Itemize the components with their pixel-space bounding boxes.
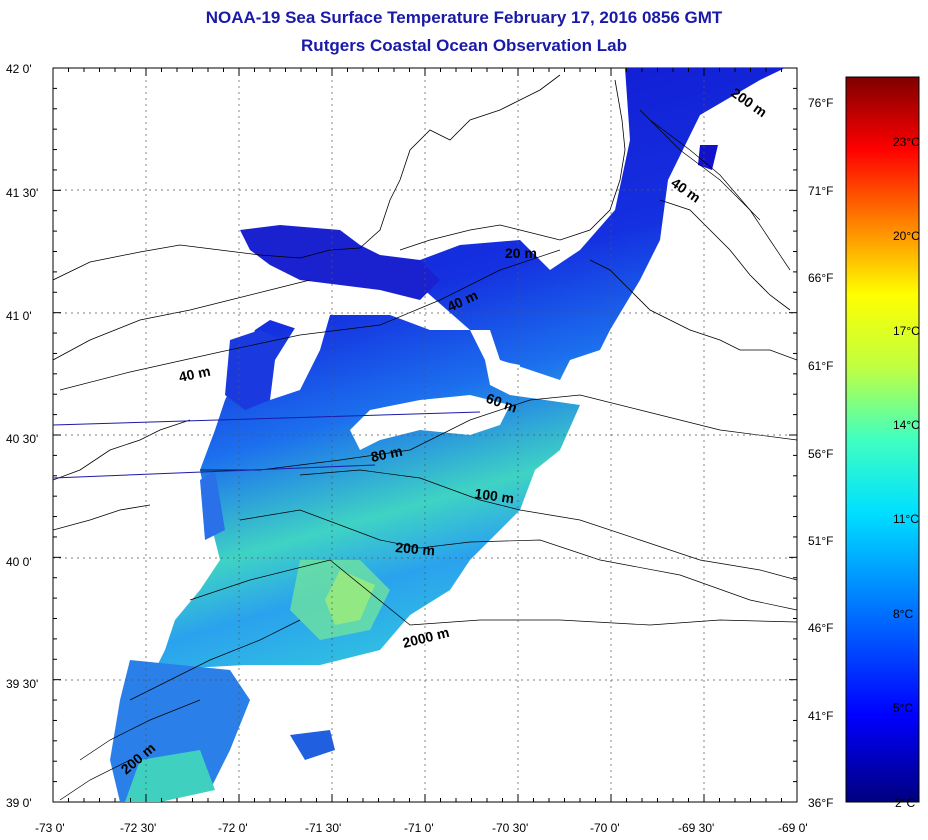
fahrenheit-axis: 76°F 71°F 66°F 61°F 56°F 51°F 46°F 41°F … [808, 96, 833, 810]
lat-label-41-30: 41 30' [6, 186, 38, 200]
lat-label-41: 41 0' [6, 309, 32, 323]
c-label-23: 23°C [893, 135, 920, 149]
f-label-61: 61°F [808, 359, 833, 373]
lat-label-40: 40 0' [6, 555, 32, 569]
frame-ticks [52, 67, 798, 803]
f-label-71: 71°F [808, 184, 833, 198]
depth-label-100m: 100 m [474, 485, 516, 506]
lon-label-72: -72 0' [218, 821, 248, 835]
c-label-17: 17°C [893, 324, 920, 338]
latitude-axis: 42 0' 41 30' 41 0' 40 30' 40 0' 39 30' 3… [6, 62, 38, 810]
depth-label-20m: 20 m [505, 245, 537, 261]
lon-label-73: -73 0' [35, 821, 65, 835]
lat-label-40-30: 40 30' [6, 432, 38, 446]
longitude-axis: -73 0' -72 30' -72 0' -71 30' -71 0' -70… [35, 821, 808, 835]
c-label-8: 8°C [893, 607, 913, 621]
c-label-11: 11°C [893, 512, 919, 526]
f-label-41: 41°F [808, 709, 833, 723]
depth-label-80m: 80 m [369, 443, 404, 465]
celsius-axis: 23°C 20°C 17°C 14°C 11°C 8°C 5°C 2°C [893, 135, 920, 810]
lon-label-69-30: -69 30' [678, 821, 714, 835]
coastline [53, 74, 797, 531]
lon-label-71: -71 0' [404, 821, 434, 835]
c-label-2: 2°C [895, 796, 915, 810]
grid-lines [53, 68, 797, 802]
f-label-36: 36°F [808, 796, 833, 810]
depth-label-40m-west: 40 m [177, 363, 212, 385]
isobaths [59, 109, 797, 801]
survey-lines [53, 411, 481, 479]
c-label-14: 14°C [893, 418, 920, 432]
sst-swath [110, 68, 785, 802]
c-label-20: 20°C [893, 229, 920, 243]
c-label-5: 5°C [893, 701, 913, 715]
lat-label-39-30: 39 30' [6, 677, 38, 691]
f-label-56: 56°F [808, 447, 833, 461]
lon-label-72-30: -72 30' [120, 821, 156, 835]
lat-label-39: 39 0' [6, 796, 32, 810]
f-label-51: 51°F [808, 534, 833, 548]
lon-label-69: -69 0' [778, 821, 808, 835]
map-title: NOAA-19 Sea Surface Temperature February… [205, 8, 723, 27]
f-label-46: 46°F [808, 621, 833, 635]
lon-label-71-30: -71 30' [305, 821, 341, 835]
map-subtitle: Rutgers Coastal Ocean Observation Lab [301, 36, 627, 55]
f-label-66: 66°F [808, 271, 833, 285]
temperature-colorbar [845, 76, 920, 803]
lon-label-70-30: -70 30' [492, 821, 528, 835]
f-label-76: 76°F [808, 96, 833, 110]
lat-label-42: 42 0' [6, 62, 32, 76]
lon-label-70: -70 0' [590, 821, 620, 835]
depth-label-200m: 200 m [395, 539, 436, 558]
